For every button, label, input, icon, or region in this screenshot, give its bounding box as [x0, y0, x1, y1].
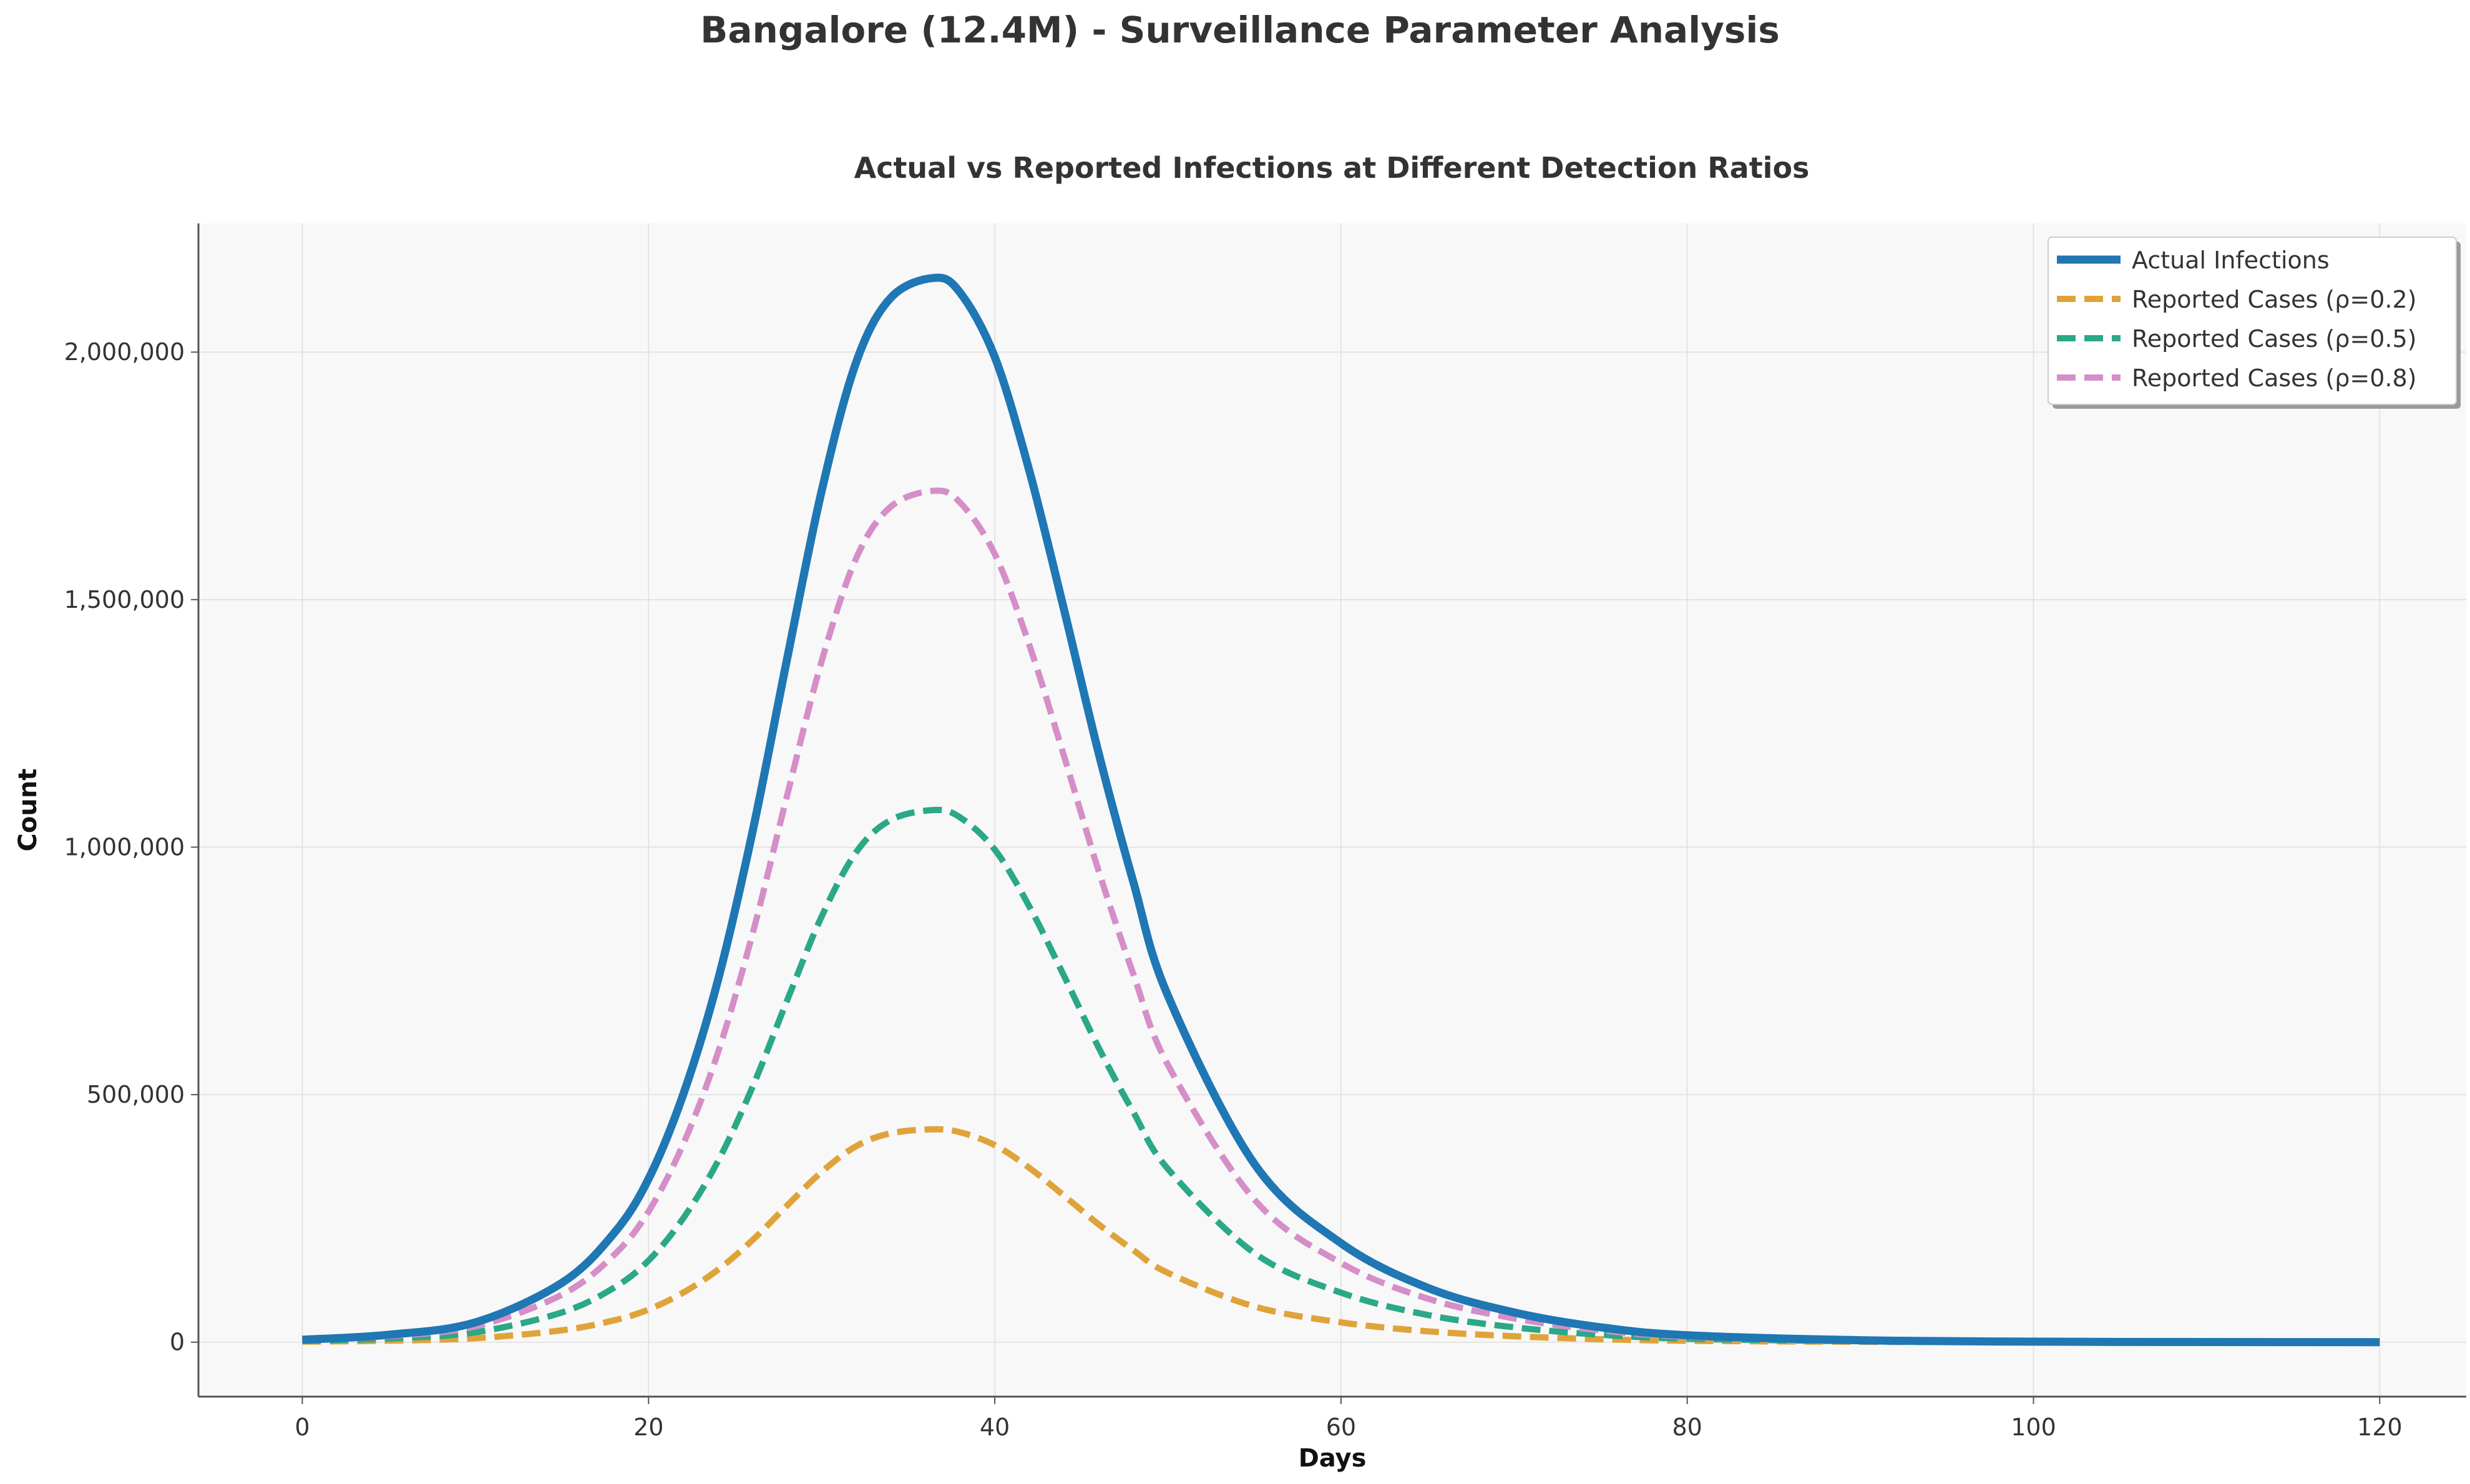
x-tick-label: 60: [1326, 1413, 1356, 1441]
x-axis-label: Days: [1299, 1444, 1367, 1473]
figure-suptitle: Bangalore (12.4M) - Surveillance Paramet…: [700, 9, 1780, 51]
plot-area: [198, 223, 2466, 1397]
x-tick-label: 0: [295, 1413, 310, 1441]
y-tick-label: 0: [170, 1329, 185, 1356]
series-lines: [302, 273, 2380, 1347]
x-tick-label: 20: [633, 1413, 663, 1441]
x-tick-label: 40: [980, 1413, 1010, 1441]
x-tick-label: 120: [2357, 1413, 2403, 1441]
chart-title: Actual vs Reported Infections at Differe…: [854, 151, 1810, 185]
grid-lines: [198, 223, 2466, 1397]
series-line-3: [302, 487, 2380, 1345]
legend-label-0: Actual Infections: [2132, 247, 2330, 274]
y-tick-label: 2,000,000: [64, 338, 185, 366]
series-line-0: [302, 273, 2380, 1347]
y-tick-label: 1,000,000: [64, 833, 185, 861]
legend-label-3: Reported Cases (ρ=0.8): [2132, 364, 2416, 392]
legend: Actual Infections Reported Cases (ρ=0.2) R…: [2048, 237, 2461, 409]
x-tick-label: 80: [1672, 1413, 1702, 1441]
tick-labels: 0 20 40 60 80 100 120 0 500,000 1,000,000 1,500,00…: [64, 338, 2403, 1441]
legend-label-2: Reported Cases (ρ=0.5): [2132, 325, 2416, 353]
legend-box: [2048, 237, 2457, 405]
y-tick-label: 1,500,000: [64, 586, 185, 613]
axes: [197, 223, 2466, 1398]
y-tick-label: 500,000: [87, 1081, 185, 1108]
y-axis-label: Count: [14, 769, 42, 852]
legend-label-1: Reported Cases (ρ=0.2): [2132, 286, 2416, 313]
x-tick-label: 100: [2011, 1413, 2056, 1441]
